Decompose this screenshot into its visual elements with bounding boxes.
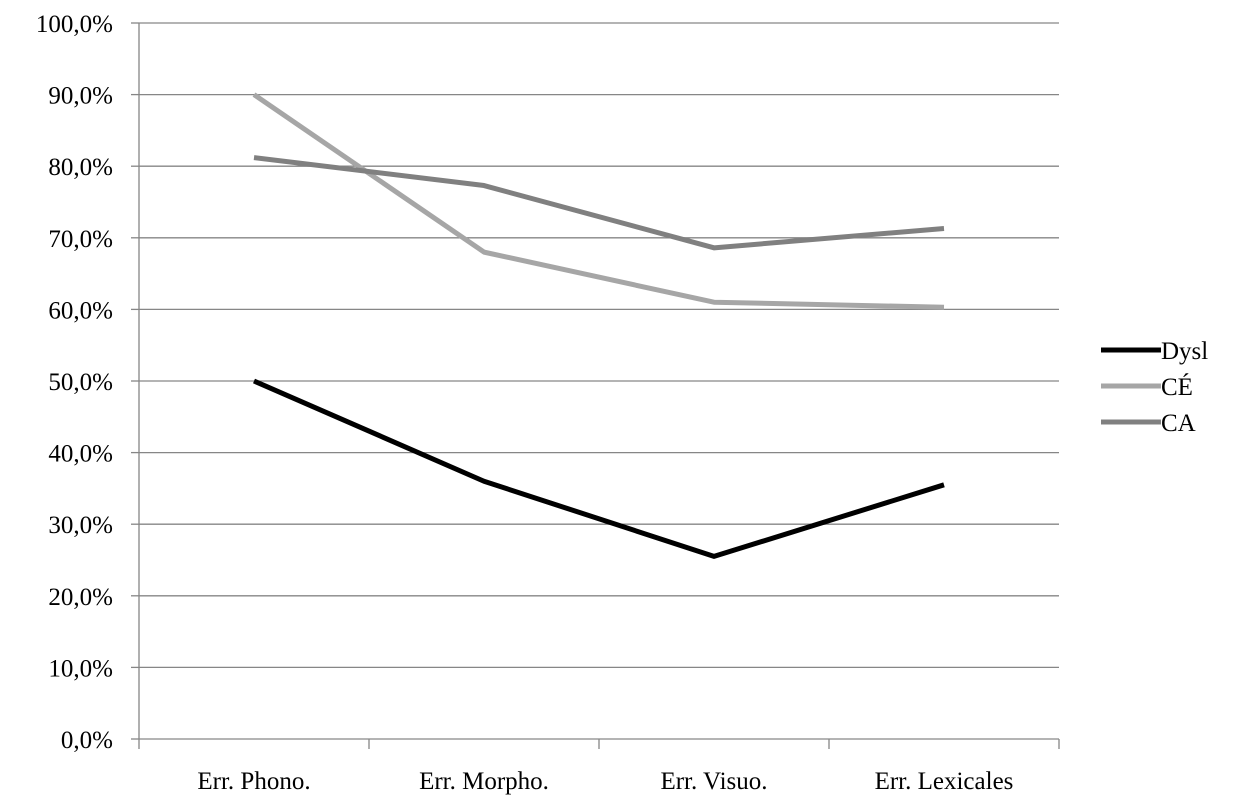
y-tick-label: 40,0% bbox=[48, 441, 113, 468]
gridlines bbox=[139, 22, 1059, 669]
y-tick-label: 30,0% bbox=[48, 512, 113, 539]
y-tick-label: 10,0% bbox=[48, 655, 113, 682]
y-tick-label: 100,0% bbox=[36, 11, 113, 38]
series-lines bbox=[252, 92, 945, 559]
y-tick-label: 20,0% bbox=[48, 584, 113, 611]
x-tick-label: Err. Morpho. bbox=[419, 768, 549, 795]
legend-label: CÉ bbox=[1161, 373, 1193, 401]
x-tick-label: Err. Phono. bbox=[197, 768, 310, 795]
series-line-cé bbox=[252, 92, 945, 310]
x-tick-labels: Err. Phono. Err. Morpho. Err. Visuo. Err. L… bbox=[197, 768, 1013, 795]
y-tick-label: 0,0% bbox=[61, 727, 113, 754]
legend-label: CA bbox=[1161, 410, 1196, 437]
y-tick-label: 60,0% bbox=[48, 297, 113, 324]
y-tick-label: 80,0% bbox=[48, 154, 113, 181]
series-line-dysl bbox=[253, 378, 945, 559]
y-tick-label: 50,0% bbox=[48, 369, 113, 396]
axes bbox=[131, 22, 1060, 749]
series-line-ca bbox=[253, 155, 945, 251]
x-tick-label: Err. Visuo. bbox=[660, 768, 767, 795]
x-tick-label: Err. Lexicales bbox=[875, 768, 1014, 795]
y-tick-label: 70,0% bbox=[48, 226, 113, 253]
legend: Dysl CÉ CA bbox=[1101, 338, 1208, 437]
y-tick-labels: 0,0% 10,0% 20,0% 30,0% 40,0% 50,0% 60,0% 70,0% 8… bbox=[36, 11, 113, 754]
legend-label: Dysl bbox=[1161, 338, 1208, 365]
y-tick-label: 90,0% bbox=[48, 83, 113, 110]
